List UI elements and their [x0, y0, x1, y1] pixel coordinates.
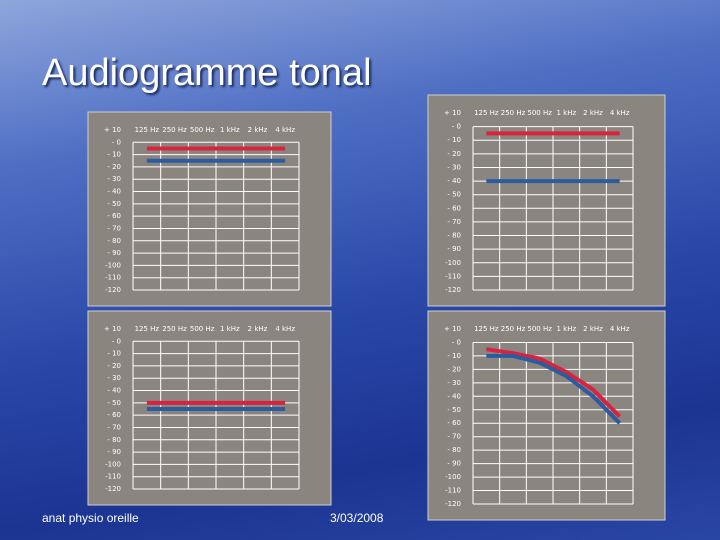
y-tick-label: - 60 — [447, 419, 461, 427]
y-tick-label: -120 — [105, 485, 121, 493]
x-tick-label: 2 kHz — [583, 109, 603, 117]
x-tick-label: 4 kHz — [610, 109, 630, 117]
y-tick-label: + 10 — [444, 325, 461, 333]
y-tick-label: - 80 — [107, 436, 121, 444]
y-tick-label: - 10 — [447, 136, 461, 144]
y-tick-label: - 80 — [107, 237, 121, 245]
y-tick-label: - 0 — [112, 138, 121, 146]
x-tick-label: 2 kHz — [248, 126, 268, 134]
y-tick-label: -120 — [105, 286, 121, 294]
chart-panel — [427, 310, 666, 521]
chart-panel — [427, 94, 666, 307]
y-tick-label: -120 — [445, 286, 461, 294]
y-tick-label: -110 — [105, 473, 121, 481]
x-tick-label: 500 Hz — [527, 325, 552, 333]
y-tick-label: + 10 — [104, 325, 121, 333]
x-tick-label: 2 kHz — [248, 325, 268, 333]
y-tick-label: -100 — [445, 259, 461, 267]
y-tick-label: - 20 — [447, 150, 461, 158]
y-tick-label: - 20 — [447, 365, 461, 373]
y-tick-label: -110 — [105, 274, 121, 282]
x-tick-label: 500 Hz — [190, 325, 215, 333]
y-tick-label: - 40 — [447, 177, 461, 185]
slide-title: Audiogramme tonal — [42, 52, 372, 94]
series-line — [486, 347, 622, 418]
x-tick-label: 250 Hz — [162, 325, 187, 333]
x-tick-label: 250 Hz — [501, 109, 526, 117]
x-tick-label: 250 Hz — [501, 325, 526, 333]
y-tick-label: - 90 — [107, 448, 121, 456]
x-tick-label: 125 Hz — [474, 325, 499, 333]
y-tick-label: - 30 — [107, 374, 121, 382]
x-tick-label: 1 kHz — [556, 109, 576, 117]
footer-text: anat physio oreille — [42, 511, 139, 525]
x-tick-label: 125 Hz — [135, 126, 160, 134]
y-tick-label: - 10 — [447, 352, 461, 360]
y-tick-label: - 0 — [452, 123, 461, 131]
y-tick-label: - 10 — [107, 151, 121, 159]
chart-panel — [87, 111, 332, 307]
series-line — [486, 353, 622, 425]
y-tick-label: - 50 — [447, 191, 461, 199]
x-tick-label: 4 kHz — [275, 325, 295, 333]
y-tick-label: - 70 — [107, 224, 121, 232]
x-tick-label: 500 Hz — [190, 126, 215, 134]
x-tick-label: 1 kHz — [220, 126, 240, 134]
y-tick-label: - 70 — [107, 423, 121, 431]
y-tick-label: -110 — [445, 272, 461, 280]
y-tick-label: - 50 — [107, 399, 121, 407]
x-tick-label: 250 Hz — [162, 126, 187, 134]
x-tick-label: 1 kHz — [220, 325, 240, 333]
y-tick-label: - 60 — [107, 411, 121, 419]
y-tick-label: - 60 — [107, 212, 121, 220]
y-tick-label: - 50 — [107, 200, 121, 208]
y-tick-label: - 90 — [447, 245, 461, 253]
y-tick-label: - 50 — [447, 406, 461, 414]
x-tick-label: 500 Hz — [527, 109, 552, 117]
y-tick-label: + 10 — [104, 126, 121, 134]
y-tick-label: - 60 — [447, 204, 461, 212]
y-tick-label: - 20 — [107, 163, 121, 171]
y-tick-label: - 90 — [447, 460, 461, 468]
x-tick-label: 125 Hz — [474, 109, 499, 117]
y-tick-label: - 40 — [447, 392, 461, 400]
y-tick-label: - 70 — [447, 218, 461, 226]
y-tick-label: -100 — [105, 460, 121, 468]
y-tick-label: - 40 — [107, 188, 121, 196]
y-tick-label: - 30 — [447, 163, 461, 171]
y-tick-label: - 10 — [107, 350, 121, 358]
y-tick-label: - 30 — [447, 379, 461, 387]
y-tick-label: -120 — [445, 500, 461, 508]
y-tick-label: - 20 — [107, 362, 121, 370]
x-tick-label: 1 kHz — [556, 325, 576, 333]
x-tick-label: 4 kHz — [275, 126, 295, 134]
y-tick-label: - 80 — [447, 232, 461, 240]
y-tick-label: -110 — [445, 487, 461, 495]
x-tick-label: 125 Hz — [135, 325, 160, 333]
y-tick-label: - 30 — [107, 175, 121, 183]
y-tick-label: - 0 — [112, 337, 121, 345]
y-tick-label: -100 — [445, 473, 461, 481]
footer-date: 3/03/2008 — [330, 511, 384, 525]
y-tick-label: + 10 — [444, 109, 461, 117]
y-tick-label: - 40 — [107, 387, 121, 395]
y-tick-label: - 80 — [447, 446, 461, 454]
x-tick-label: 2 kHz — [583, 325, 603, 333]
x-tick-label: 4 kHz — [610, 325, 630, 333]
y-tick-label: - 90 — [107, 249, 121, 257]
y-tick-label: -100 — [105, 261, 121, 269]
y-tick-label: - 70 — [447, 433, 461, 441]
y-tick-label: - 0 — [452, 338, 461, 346]
